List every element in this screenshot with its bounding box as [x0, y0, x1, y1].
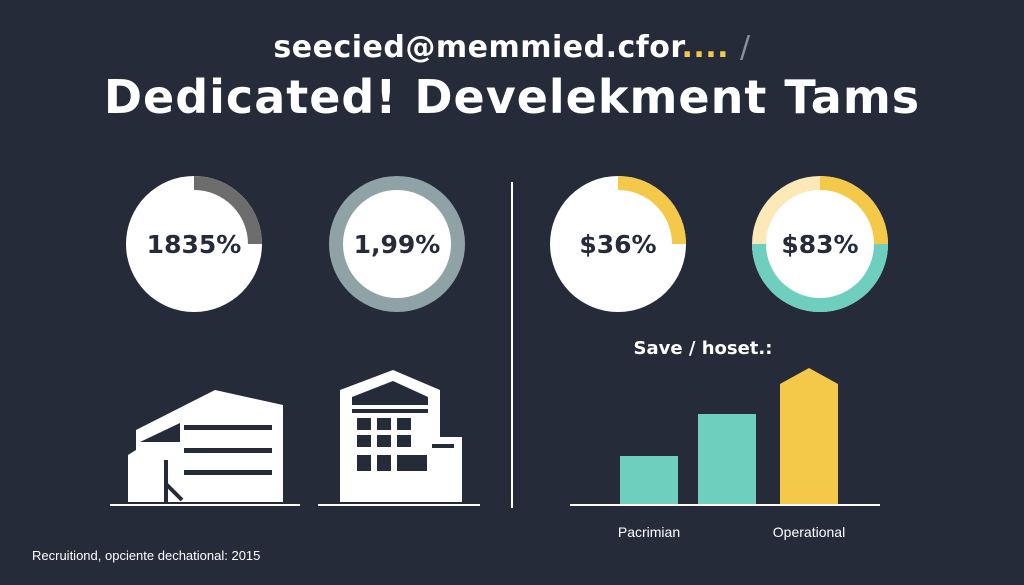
donut-center-label: 1,99%	[354, 230, 441, 259]
donut-chart-1: 1835%	[126, 176, 262, 312]
page-title: Dedicated! Develekment Tams	[103, 70, 921, 124]
donut-center	[564, 190, 672, 298]
footer-caption: Recruitiond, opciente dechational: 2015	[32, 548, 261, 563]
office-building-icon	[128, 390, 283, 502]
bar-category-label: Operational	[773, 524, 845, 540]
donut-center	[343, 190, 451, 298]
bar-chart-title: Save / hoset.:	[633, 338, 773, 359]
bar-1	[620, 456, 678, 504]
page-subtitle: seecied@memmied.cfor.... /	[0, 30, 1024, 65]
donut-charts: 1835% 1,99% $36% $83%	[126, 176, 888, 312]
donut-center	[140, 190, 248, 298]
subtitle-slash: /	[739, 30, 751, 65]
donut-center	[766, 190, 874, 298]
subtitle-text: seecied@memmied.cfor	[273, 30, 682, 65]
apartment-building-icon	[340, 370, 462, 502]
donut-chart-3: $36%	[550, 176, 686, 312]
donut-center-label: $83%	[781, 230, 858, 259]
bar-2	[698, 414, 756, 504]
donut-center-label: 1835%	[147, 230, 242, 259]
bar-3	[780, 368, 838, 504]
donut-center-label: $36%	[579, 230, 656, 259]
bar-chart: Pacrimian Operational	[618, 368, 845, 540]
subtitle-dots: ....	[681, 30, 730, 65]
donut-chart-2: 1,99%	[329, 176, 465, 312]
bar-category-label: Pacrimian	[618, 524, 680, 540]
donut-chart-4: $83%	[752, 176, 888, 312]
